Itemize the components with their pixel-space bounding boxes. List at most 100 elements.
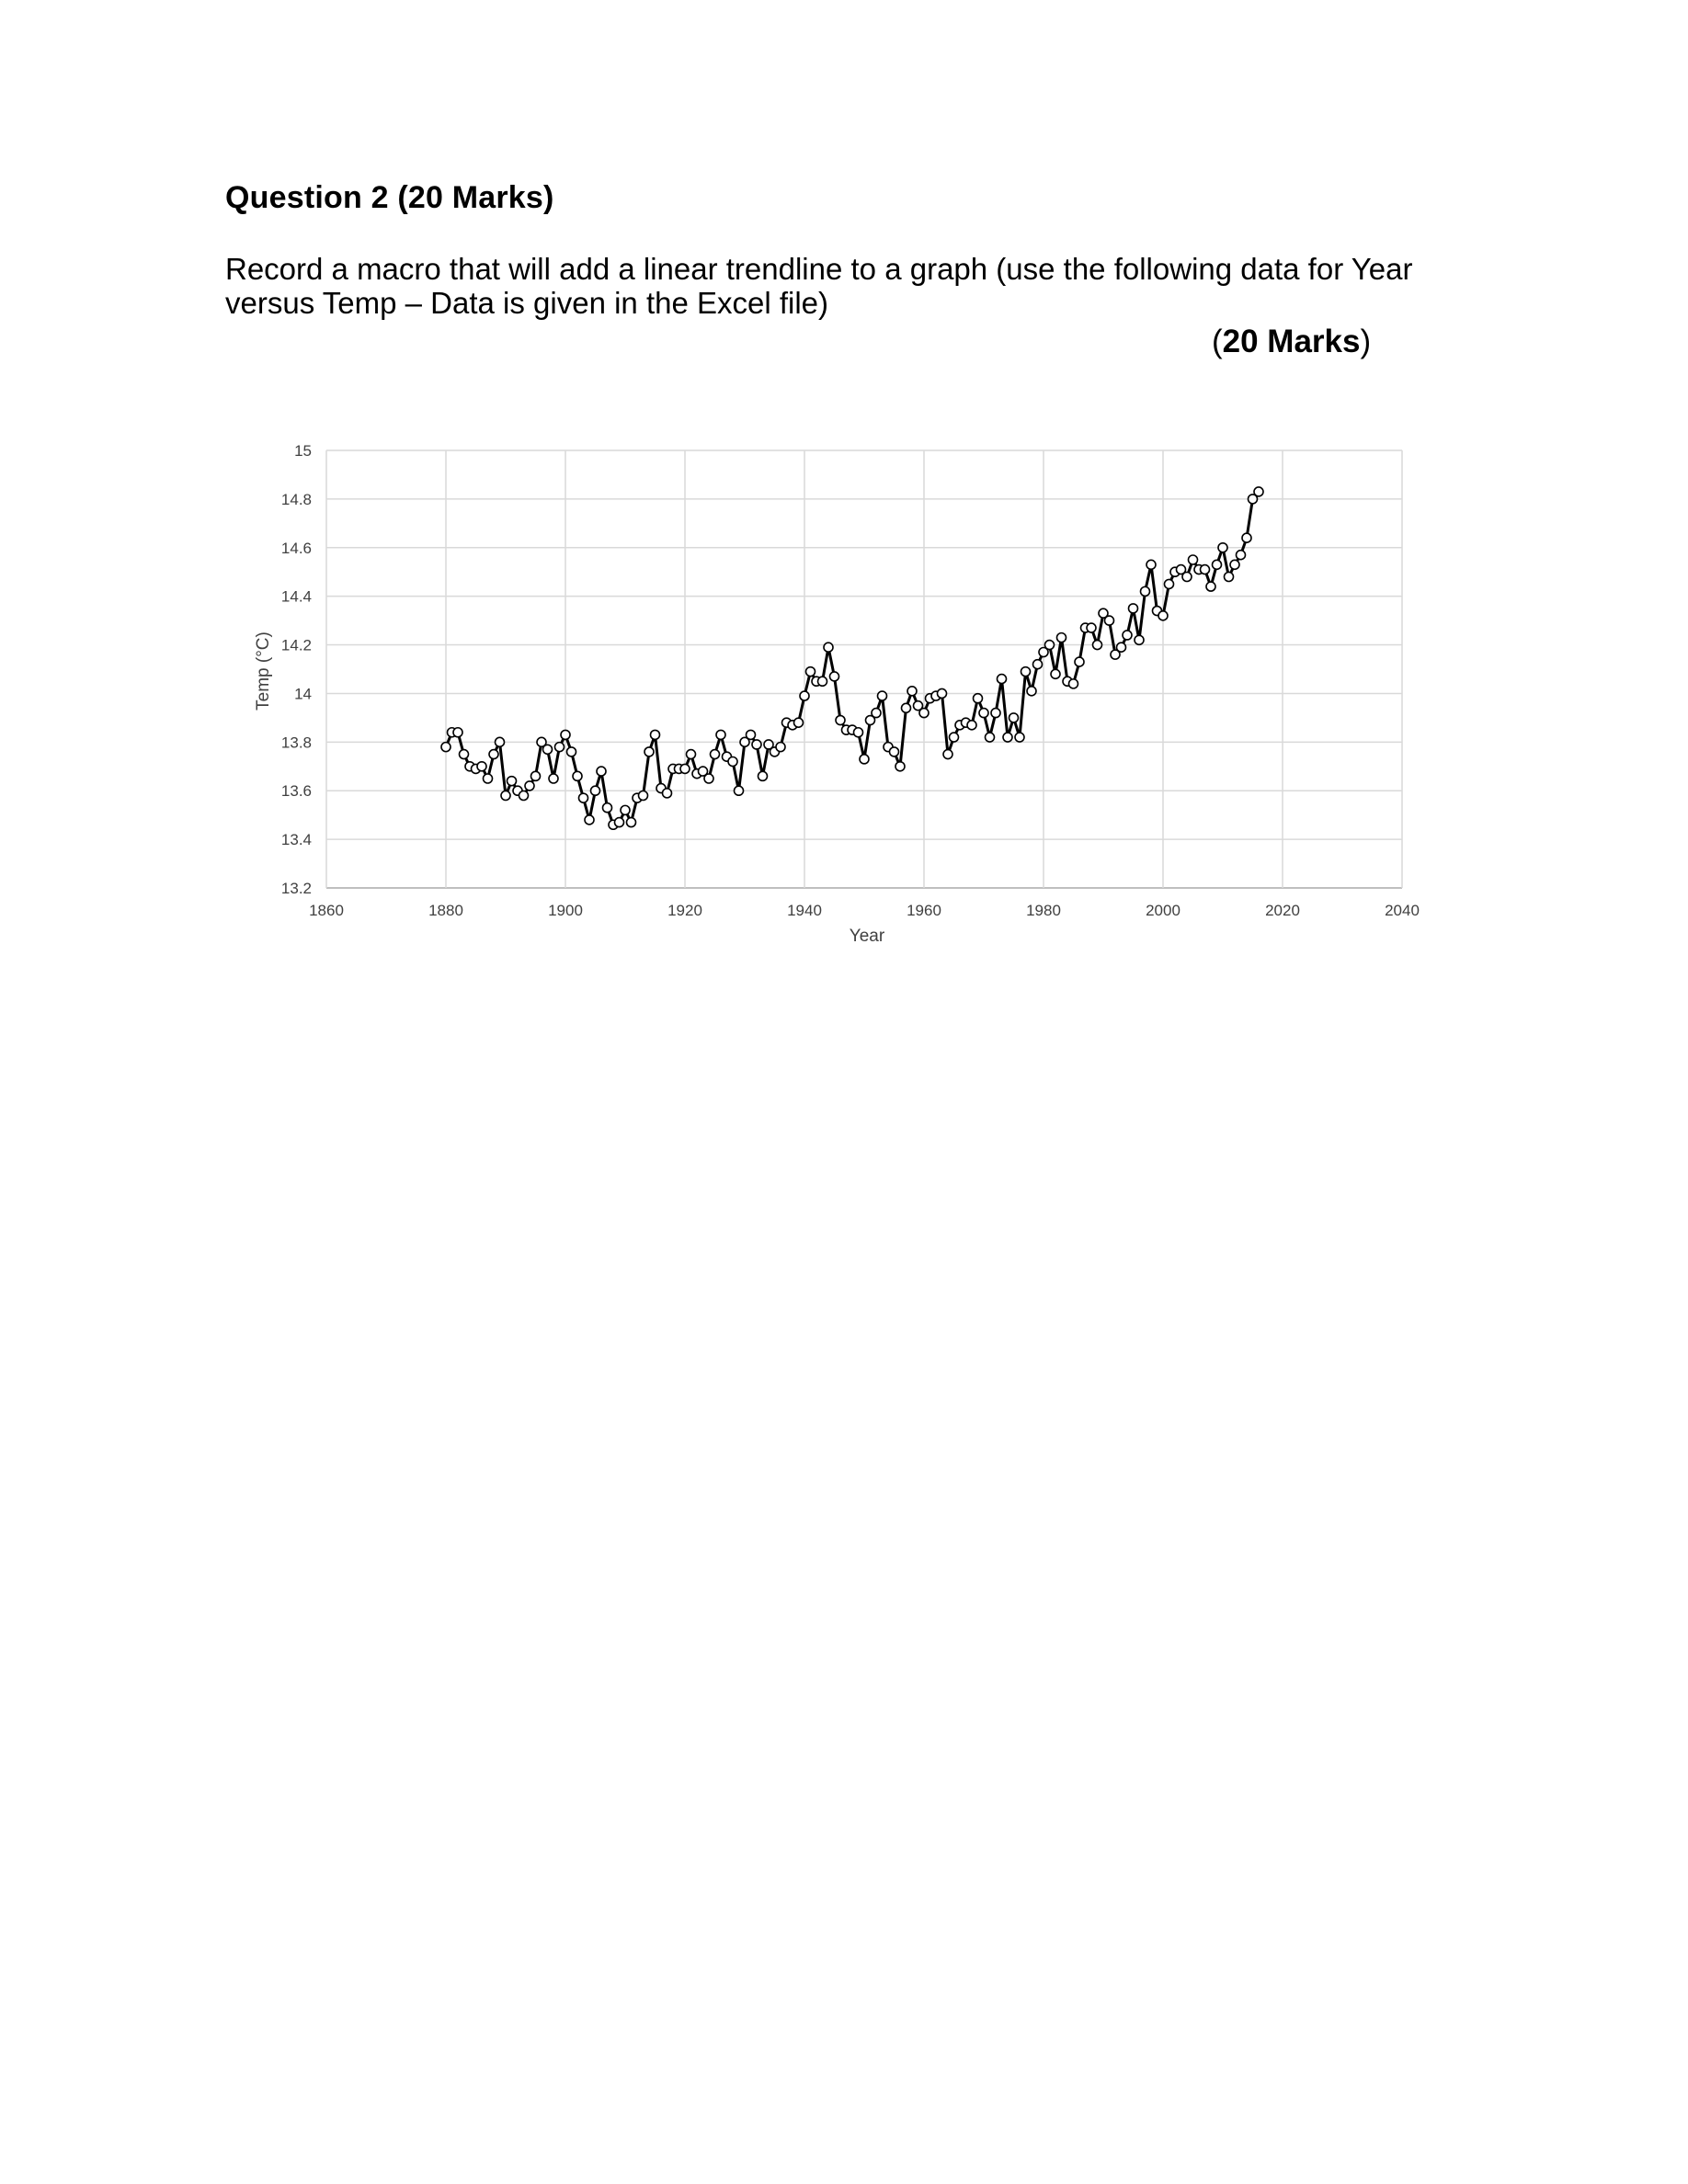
data-point: [476, 760, 487, 772]
data-point: [1067, 678, 1079, 689]
data-point: [1247, 494, 1259, 505]
x-tick-label: 1880: [428, 902, 463, 919]
data-point: [816, 676, 828, 688]
data-point: [1253, 486, 1264, 497]
data-point: [828, 671, 840, 682]
data-point: [440, 741, 451, 753]
data-point: [757, 770, 769, 782]
data-point: [542, 744, 553, 756]
data-point: [1115, 642, 1127, 654]
data-point: [637, 790, 649, 802]
data-point: [1086, 622, 1097, 633]
data-point: [613, 816, 625, 828]
x-tick-label: 1980: [1026, 902, 1061, 919]
question-marks: (20 Marks): [1212, 324, 1371, 360]
data-point: [1002, 732, 1013, 743]
data-point: [644, 746, 655, 757]
data-point: [1211, 559, 1223, 571]
marks-close: ): [1360, 324, 1372, 359]
data-point: [978, 707, 989, 719]
data-point: [996, 673, 1008, 685]
data-point: [1205, 581, 1216, 592]
data-point: [793, 717, 804, 728]
data-point: [697, 766, 709, 777]
data-point: [1199, 563, 1211, 575]
data-point: [620, 804, 631, 816]
y-tick-label: 15: [294, 442, 312, 460]
data-point: [804, 665, 816, 677]
data-point: [1032, 658, 1044, 670]
data-point: [984, 732, 996, 743]
data-point: [1103, 615, 1115, 626]
data-point: [1020, 665, 1032, 677]
data-point: [488, 748, 499, 760]
data-point: [1044, 639, 1055, 651]
data-point: [589, 785, 601, 797]
data-point: [966, 720, 977, 731]
x-tick-label: 1860: [309, 902, 344, 919]
data-point: [1122, 630, 1133, 641]
data-point: [548, 773, 559, 784]
data-point: [625, 816, 637, 828]
data-point: [1217, 541, 1228, 553]
data-point: [1038, 646, 1049, 658]
x-tick-label: 2040: [1385, 902, 1420, 919]
data-point: [1134, 634, 1145, 646]
data-point: [482, 773, 494, 784]
marks-value: 20 Marks: [1222, 324, 1361, 359]
data-point: [518, 790, 530, 802]
x-tick-label: 2020: [1265, 902, 1300, 919]
data-point: [852, 726, 864, 738]
data-point: [745, 729, 757, 741]
data-point: [948, 732, 960, 743]
data-point: [1008, 712, 1020, 723]
data-point: [835, 714, 846, 726]
data-point: [596, 766, 607, 777]
data-point: [990, 707, 1001, 719]
data-point: [871, 707, 882, 719]
data-point: [1074, 656, 1085, 667]
data-point: [1127, 603, 1139, 614]
data-point: [733, 785, 745, 797]
question-body: Record a macro that will add a linear tr…: [225, 252, 1413, 320]
data-point: [888, 746, 900, 757]
x-tick-labels: 1860 1880 1900 1920 1940 1960 1980 2000 2020 2040: [309, 902, 1420, 919]
data-point: [601, 802, 613, 813]
data-point: [1223, 571, 1235, 583]
data-point: [536, 736, 547, 748]
data-point: [859, 754, 870, 765]
y-tick-labels: 13.2 13.4 13.6 13.8 14 14.2 14.4 14.6 14.8 15: [281, 442, 312, 897]
data-point: [1026, 685, 1037, 697]
data-point: [1110, 649, 1121, 660]
data-point: [1181, 571, 1192, 583]
x-axis-label: Year: [850, 927, 885, 946]
y-tick-label: 14.2: [281, 637, 312, 654]
temperature-chart: 13.2 13.4 13.6 13.8 14 14.2 14.4 14.6 14.8 15 186…: [254, 442, 1420, 946]
data-point: [1175, 563, 1187, 575]
y-tick-label: 14.8: [281, 491, 312, 508]
data-point: [763, 739, 774, 750]
data-point: [1050, 668, 1061, 680]
y-tick-label: 13.2: [281, 880, 312, 897]
data-point: [1139, 586, 1151, 597]
data-point: [900, 702, 912, 714]
data-point: [972, 692, 984, 704]
data-point: [918, 707, 930, 719]
data-point: [553, 741, 565, 753]
data-point: [1146, 559, 1157, 571]
chart-grid: [325, 449, 1403, 889]
data-point: [709, 748, 721, 760]
x-tick-label: 1900: [548, 902, 583, 919]
data-point: [524, 780, 535, 791]
x-tick-label: 1960: [907, 902, 941, 919]
data-point: [715, 729, 726, 741]
data-point: [1229, 559, 1240, 571]
x-tick-label: 1920: [667, 902, 702, 919]
data-point: [739, 736, 750, 748]
y-tick-label: 13.4: [281, 831, 312, 848]
data-point: [912, 700, 924, 711]
data-point: [685, 748, 697, 760]
data-point: [560, 729, 571, 741]
data-point: [565, 746, 577, 757]
